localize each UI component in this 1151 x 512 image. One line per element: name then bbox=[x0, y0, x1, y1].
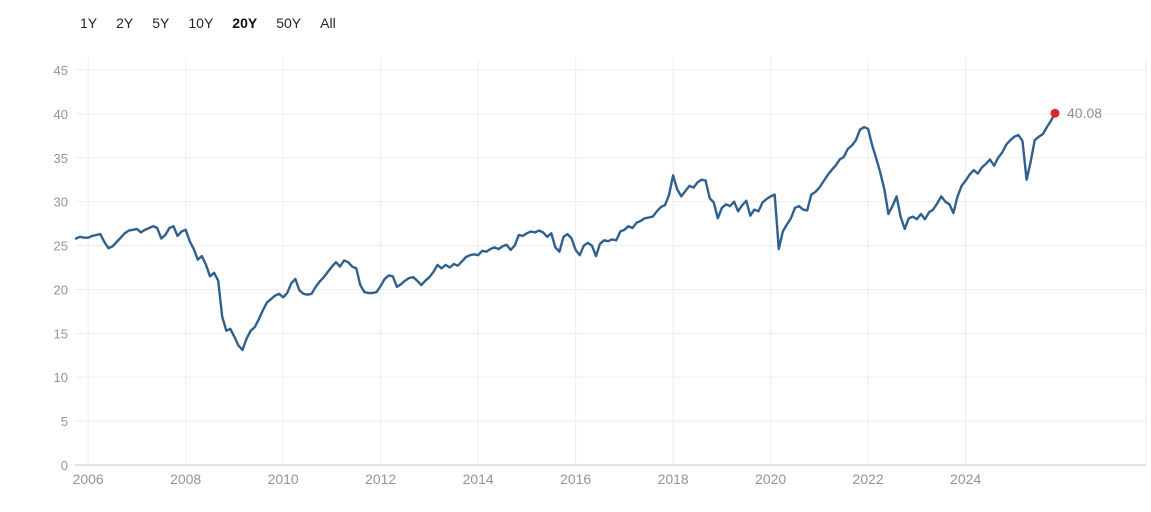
y-tick-label: 10 bbox=[54, 370, 68, 385]
x-tick-label: 2008 bbox=[170, 471, 201, 487]
last-price-dot bbox=[1050, 108, 1060, 118]
y-tick-label: 30 bbox=[54, 195, 68, 210]
x-tick-label: 2018 bbox=[658, 471, 689, 487]
x-tick-label: 2024 bbox=[950, 471, 981, 487]
x-tick-label: 2006 bbox=[73, 471, 104, 487]
y-tick-label: 0 bbox=[61, 458, 68, 473]
range-button-2y[interactable]: 2Y bbox=[116, 15, 134, 31]
y-tick-label: 15 bbox=[54, 326, 68, 341]
x-tick-label: 2022 bbox=[853, 471, 884, 487]
x-tick-label: 2012 bbox=[365, 471, 396, 487]
x-tick-label: 2010 bbox=[268, 471, 299, 487]
last-price-label: 40.08 bbox=[1067, 105, 1102, 121]
x-tick-label: 2016 bbox=[560, 471, 591, 487]
range-button-10y[interactable]: 10Y bbox=[188, 15, 214, 31]
x-tick-label: 2020 bbox=[755, 471, 786, 487]
range-button-5y[interactable]: 5Y bbox=[152, 15, 170, 31]
price-line bbox=[74, 111, 1057, 352]
y-tick-label: 35 bbox=[54, 151, 68, 166]
y-tick-label: 20 bbox=[54, 282, 68, 297]
range-selector: 1Y 2Y 5Y 10Y 20Y 50Y All bbox=[80, 13, 336, 33]
range-button-1y[interactable]: 1Y bbox=[80, 15, 98, 31]
range-button-20y[interactable]: 20Y bbox=[232, 15, 258, 31]
y-tick-label: 25 bbox=[54, 239, 68, 254]
y-tick-label: 40 bbox=[54, 107, 68, 122]
y-tick-label: 5 bbox=[61, 414, 68, 429]
range-button-all[interactable]: All bbox=[320, 15, 336, 31]
range-button-50y[interactable]: 50Y bbox=[276, 15, 302, 31]
x-tick-label: 2014 bbox=[463, 471, 494, 487]
y-tick-label: 45 bbox=[54, 63, 68, 78]
